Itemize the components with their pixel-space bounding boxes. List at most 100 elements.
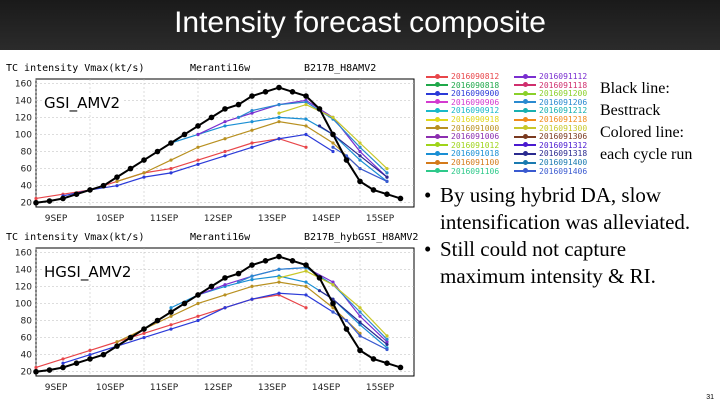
forecast-point — [385, 179, 389, 183]
legend-item: 2016090918 — [426, 115, 499, 124]
legend-item: 2016091106 — [426, 167, 499, 176]
gsi-amv2-label: GSI_AMV2 — [42, 94, 123, 112]
forecast-point — [34, 365, 38, 370]
legend-item: 2016091100 — [426, 158, 499, 167]
x-tick-label: 10SEP — [96, 383, 125, 393]
best-track-point — [195, 292, 201, 298]
legend-item: 2016091312 — [514, 141, 587, 150]
legend-swatch — [514, 150, 536, 156]
forecast-point — [304, 145, 308, 149]
forecast-point — [358, 149, 362, 154]
x-tick-label: 9SEP — [45, 383, 68, 393]
best-track-point — [330, 300, 336, 307]
best-track-point — [262, 258, 269, 264]
forecast-point — [358, 320, 362, 324]
forecast-point — [142, 336, 146, 340]
legend-label: 2016091406 — [539, 166, 588, 176]
forecast-point — [304, 293, 308, 297]
forecast-point — [385, 334, 389, 338]
best-track-point — [316, 106, 323, 112]
x-tick-label: 9SEP — [45, 214, 68, 224]
best-track-point — [114, 174, 120, 180]
best-track-point — [316, 275, 323, 281]
gsi-amv2-chart-svg: TC intensity Vmax(kt/s) Meranti16w B217B_H… — [6, 63, 415, 224]
legend-swatch — [514, 73, 536, 79]
y-tick-label: 120 — [15, 282, 32, 292]
forecast-point — [385, 337, 389, 341]
x-tick-label: 11SEP — [150, 214, 179, 224]
bullet-item: • By using hybrid DA, slow intensificatio… — [424, 183, 691, 234]
legend-item: 2016091118 — [514, 81, 587, 90]
y-tick-label: 100 — [15, 299, 32, 309]
legend-label: 2016091300 — [539, 123, 588, 133]
x-tick-label: 14SEP — [312, 214, 341, 224]
forecast-point — [142, 331, 146, 335]
forecast-point — [223, 306, 227, 310]
forecast-point — [169, 327, 173, 331]
forecast-point — [223, 149, 227, 154]
forecast-point — [196, 132, 200, 137]
page-number: 31 — [706, 394, 714, 401]
legend-swatch — [426, 133, 448, 139]
forecast-point — [304, 117, 308, 121]
forecast-point — [358, 323, 362, 327]
forecast-point — [304, 284, 308, 288]
chart-header-exp: B217B_hybGSI_H8AMV2 — [304, 232, 418, 243]
forecast-point — [250, 145, 254, 149]
forecast-point — [61, 361, 65, 365]
legend-label: 2016090812 — [451, 72, 500, 81]
legend-label: 2016091318 — [539, 149, 588, 159]
forecast-point — [169, 306, 173, 310]
hgsi-amv2-chart: TC intensity Vmax(kt/s) Meranti16w B217B_h… — [4, 226, 420, 402]
best-track-point — [100, 351, 107, 358]
chart-header-storm: Meranti16w — [190, 63, 251, 74]
legend-swatch — [426, 142, 448, 148]
forecast-point — [223, 154, 227, 158]
bullet-list: • By using hybrid DA, slow intensificatio… — [420, 182, 710, 290]
forecast-point — [304, 280, 308, 284]
forecast-point — [317, 124, 322, 128]
best-track-point — [33, 368, 39, 375]
legend-swatch — [426, 90, 448, 96]
legend-label: 2016091218 — [539, 115, 588, 124]
best-track-point — [141, 157, 147, 163]
forecast-point — [358, 306, 362, 310]
note-line-4: each cycle run — [600, 146, 693, 163]
y-tick-label: 120 — [15, 113, 32, 123]
legend-item: 2016091406 — [514, 167, 587, 176]
x-tick-label: 13SEP — [258, 214, 287, 224]
forecast-point — [169, 323, 173, 327]
x-tick-label: 15SEP — [366, 214, 395, 224]
forecast-point — [223, 137, 227, 141]
forecast-point — [250, 120, 254, 124]
note-line-2: Besttrack — [600, 102, 661, 119]
best-track-point — [235, 101, 242, 108]
forecast-point — [385, 167, 389, 171]
best-track-point — [249, 262, 255, 268]
best-track-point — [289, 258, 296, 264]
legend-label: 2016091212 — [539, 106, 588, 116]
legend-swatch — [426, 168, 448, 174]
legend-item: 2016091012 — [426, 141, 499, 150]
legend-label: 2016090900 — [451, 89, 500, 99]
legend-item: 2016091212 — [514, 106, 587, 115]
legend-label: 2016091006 — [451, 132, 500, 142]
x-tick-label: 13SEP — [258, 383, 287, 393]
forecast-point — [250, 128, 254, 132]
forecast-point — [250, 108, 254, 113]
legend-swatch — [426, 73, 448, 79]
cycle-legend: 2016090812 2016090818 2016090900 2016090906… — [426, 72, 598, 176]
best-track-point — [60, 364, 66, 371]
forecast-point — [142, 171, 146, 175]
legend-label: 2016091312 — [539, 140, 588, 150]
forecast-line — [319, 125, 388, 178]
best-track-point — [154, 317, 161, 324]
forecast-point — [196, 162, 200, 166]
legend-swatch — [426, 150, 448, 156]
legend-swatch — [514, 82, 536, 88]
bullet-text: Still could not capture maximum intensit… — [440, 237, 656, 288]
best-track-point — [168, 309, 174, 315]
forecast-point — [250, 274, 254, 278]
gsi-amv2-chart: TC intensity Vmax(kt/s) Meranti16w B217B_H… — [4, 57, 420, 233]
y-tick-label: 160 — [15, 79, 32, 89]
